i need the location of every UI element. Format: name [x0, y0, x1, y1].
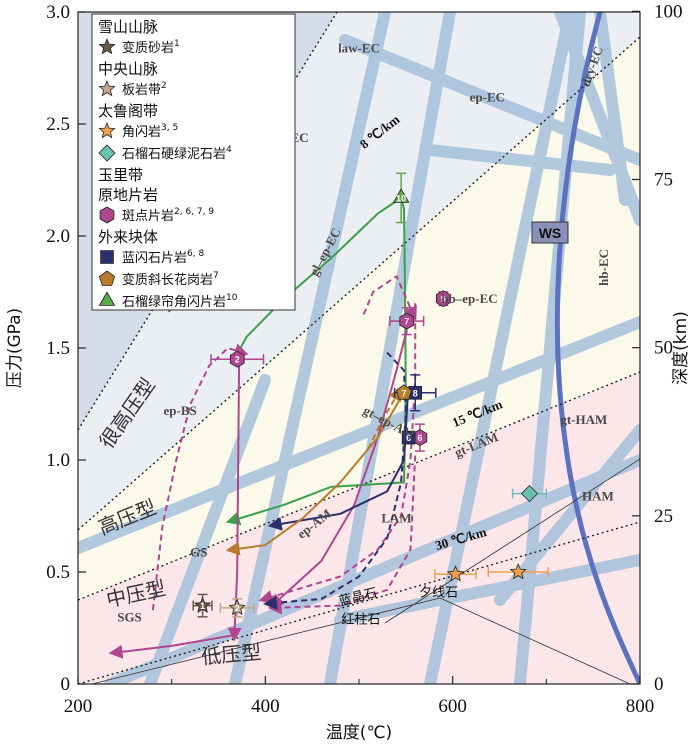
facies-label: gt-HAM — [560, 412, 607, 427]
point-star-icon — [509, 562, 527, 580]
point-label: 1 — [200, 601, 205, 611]
facies-label: LAM — [381, 511, 411, 526]
legend-star-icon — [98, 121, 116, 139]
facies-label: HAM — [582, 488, 614, 503]
point-label: 2 — [235, 355, 240, 365]
facies-label: hb-EC — [596, 249, 611, 286]
legend-group-title: 中央山脉 — [98, 60, 158, 78]
legend-group-title: 外来块体 — [98, 228, 158, 246]
facies-label: SGS — [117, 609, 142, 624]
ptt-path-magenta-low-dash — [267, 455, 417, 615]
point-square-icon — [401, 430, 416, 445]
legend-group-title: 太鲁阁带 — [98, 102, 158, 120]
y-axis-ticks: 0 0.5 1.0 1.5 2.0 2.5 3.0 — [46, 2, 86, 695]
facies-label: law-EC — [338, 40, 380, 55]
legend-item-label: 变质斜长花岗岩7 — [122, 271, 219, 288]
y-tick-label: 2.5 — [46, 114, 70, 135]
y2-tick-label: 50 — [654, 338, 673, 359]
facies-label: ep-EC — [470, 90, 505, 105]
legend-item-label: 板岩带2 — [122, 81, 167, 98]
x-tick-label: 800 — [626, 696, 655, 717]
facies-label: GS — [190, 544, 207, 559]
point-diamond-icon — [520, 485, 539, 503]
mineral-label: 夕线石 — [419, 586, 458, 601]
legend-item-label: 石榴绿帘角闪片岩10 — [122, 293, 238, 310]
ptt-path-magenta-7-dash-top — [362, 275, 417, 321]
svg-text:WS: WS — [539, 225, 562, 241]
x-axis-ticks: 200 400 600 800 — [64, 676, 655, 717]
point-label: 9 — [441, 294, 446, 304]
y-tick-label: 1.0 — [46, 450, 70, 471]
and-ky-boundary — [91, 597, 441, 684]
point-label: 6 — [417, 433, 422, 443]
legend-star-icon — [98, 79, 116, 97]
point-label: 7 — [404, 317, 409, 327]
ptt-path-magenta-9-dash — [258, 303, 417, 604]
point-pentagon-icon — [395, 384, 413, 400]
y-tick-label: 2.0 — [46, 226, 70, 247]
y2-tick-label: 75 — [654, 169, 673, 190]
point-star-icon — [194, 596, 212, 613]
wet-solidus-curve — [554, 12, 640, 684]
legend-item-label: 石榴石硬绿泥石岩4 — [122, 145, 232, 162]
point-star-icon — [446, 565, 465, 582]
legend-star-icon — [98, 37, 116, 55]
ws-label: WS — [531, 221, 569, 244]
y2-axis-ticks: 0 25 50 75 100 — [632, 1, 683, 695]
legend-item-label: 变质砂岩1 — [122, 39, 180, 56]
y2-tick-label: 25 — [654, 506, 673, 527]
legend-diamond-icon — [98, 144, 116, 162]
region-medium-pressure — [78, 37, 640, 600]
y2-tick-label: 0 — [654, 674, 664, 695]
y-tick-label: 3.0 — [46, 2, 70, 23]
ptt-path-brown-ptt — [225, 396, 402, 556]
x-tick-label: 200 — [64, 696, 93, 717]
facies-label: hb–ep-EC — [441, 291, 497, 306]
point-label: 6 — [406, 433, 411, 443]
point-hexagon-icon — [399, 312, 415, 330]
x-axis-label: 温度(℃) — [326, 723, 392, 743]
y2-axis-label: 深度(km) — [671, 311, 691, 385]
legend-hexagon-icon — [99, 206, 115, 224]
legend-group-title: 雪山山脉 — [98, 18, 158, 36]
point-label: 8 — [413, 388, 418, 398]
ptt-path-magenta-left-arrow — [108, 633, 238, 659]
ptt-path-magenta-2-dash — [151, 343, 249, 611]
y-axis-label: 压力(GPa) — [5, 308, 25, 388]
ptt-path-brown-dash — [367, 386, 402, 450]
region-high-pressure — [78, 12, 640, 530]
point-label: 10 — [396, 193, 406, 203]
x-tick-label: 400 — [251, 696, 280, 717]
point-label: 2 — [235, 603, 240, 613]
ky-sil-boundary — [384, 458, 640, 624]
point-hexagon-icon — [229, 350, 245, 368]
point-star-icon — [228, 598, 246, 616]
series-label-low: 低压型 — [200, 640, 262, 669]
legend-square-icon — [100, 250, 114, 264]
legend-triangle-icon — [98, 291, 116, 306]
y-tick-label: 0 — [61, 674, 71, 695]
point-label: 7 — [401, 388, 406, 398]
point-triangle-icon — [392, 188, 410, 203]
and-sil-boundary — [439, 597, 631, 684]
ptt-path-navy-dash — [263, 351, 407, 610]
legend-pentagon-icon — [98, 270, 116, 286]
legend-group-title: 玉里带 — [98, 166, 143, 184]
facies-label: ep-BS — [163, 403, 196, 418]
x-tick-label: 600 — [438, 696, 467, 717]
legend-item-label: 蓝闪石片岩6, 8 — [122, 249, 204, 266]
legend-group-title: 原地片岩 — [98, 186, 158, 204]
y2-tick-label: 100 — [654, 1, 683, 22]
point-hexagon-icon — [435, 290, 451, 308]
y-tick-label: 1.5 — [46, 338, 70, 359]
mineral-label: 红柱石 — [341, 612, 380, 628]
y-tick-label: 0.5 — [46, 562, 70, 583]
